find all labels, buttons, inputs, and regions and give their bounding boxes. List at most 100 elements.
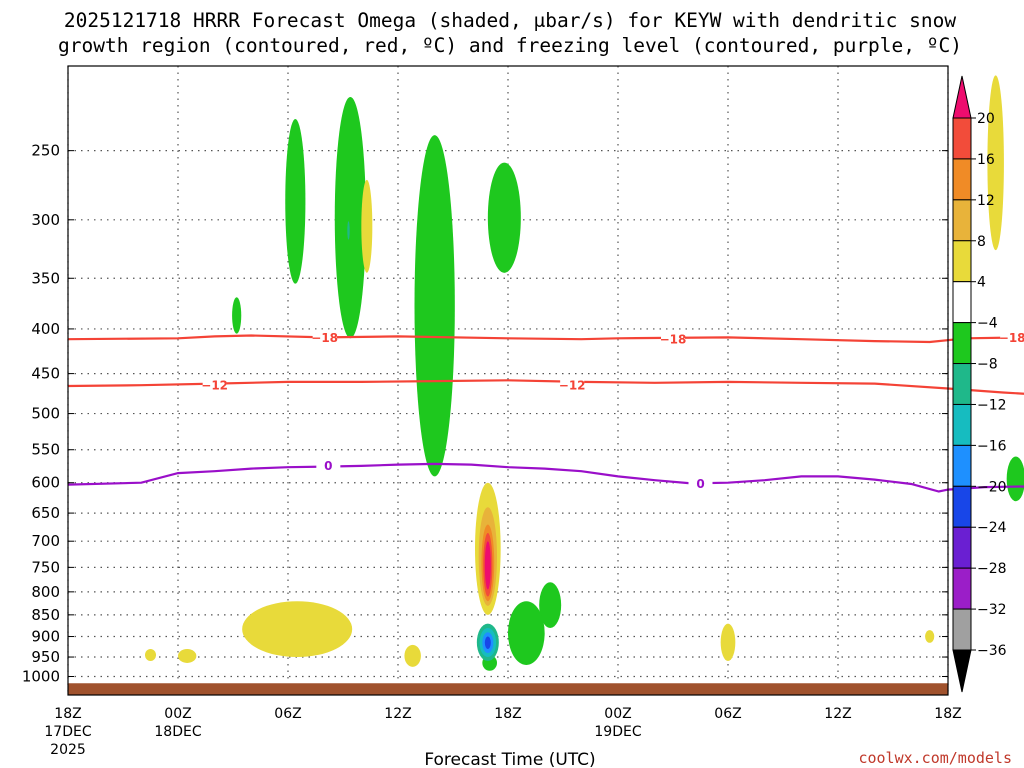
x-tick-label: 18Z bbox=[494, 706, 521, 722]
y-tick-label: 950 bbox=[31, 648, 60, 666]
colorbar-box bbox=[952, 526, 972, 569]
contour-line--12 bbox=[67, 379, 1024, 395]
x-tick-year-label: 2025 bbox=[50, 742, 86, 758]
omega-region bbox=[487, 162, 521, 273]
colorbar-label: −12 bbox=[977, 397, 1007, 413]
omega-shading bbox=[145, 75, 1024, 671]
omega-region bbox=[720, 623, 736, 662]
y-tick-label: 750 bbox=[31, 558, 60, 576]
colorbar-box bbox=[952, 608, 972, 651]
colorbar-label: 20 bbox=[977, 111, 995, 127]
y-tick-label: 1000 bbox=[22, 667, 60, 685]
contour-label-bg bbox=[1000, 329, 1024, 345]
contour-label: 0 bbox=[324, 459, 332, 473]
x-tick-label: 00Z bbox=[164, 706, 191, 722]
omega-region bbox=[1006, 456, 1024, 502]
colorbar-label: −4 bbox=[977, 316, 998, 332]
y-tick-label: 850 bbox=[31, 606, 60, 624]
contour-label-bg bbox=[560, 377, 585, 393]
x-axis-title: Forecast Time (UTC) bbox=[424, 750, 595, 768]
colorbar-label: −28 bbox=[977, 561, 1007, 577]
contour-label: −18 bbox=[660, 333, 687, 347]
x-tick-label: 18Z bbox=[54, 706, 81, 722]
x-tick-label: 06Z bbox=[714, 706, 741, 722]
contour-label-bg bbox=[661, 331, 685, 347]
omega-region bbox=[414, 135, 455, 477]
colorbar-label: −16 bbox=[977, 438, 1007, 454]
colorbar-box bbox=[952, 363, 972, 405]
omega-region bbox=[232, 297, 242, 334]
omega-region bbox=[484, 636, 491, 649]
y-tick-label: 700 bbox=[31, 532, 60, 550]
contour-label: −12 bbox=[559, 379, 586, 393]
y-tick-label: 400 bbox=[31, 320, 60, 338]
plot-frame bbox=[67, 65, 949, 696]
y-tick-label: 450 bbox=[31, 365, 60, 383]
x-tick-date-label: 17DEC bbox=[44, 724, 91, 740]
colorbar-box bbox=[952, 403, 972, 446]
y-tick-labels: 250 300 350 400 450 500 550 600 650 700 750 800 850 9… bbox=[22, 142, 60, 686]
x-tick-date-label: 19DEC bbox=[594, 724, 641, 740]
colorbar-label: 4 bbox=[977, 275, 986, 291]
y-tick-label: 350 bbox=[31, 269, 60, 287]
y-tick-label: 900 bbox=[31, 628, 60, 646]
omega-region bbox=[507, 601, 545, 665]
colorbar-box bbox=[952, 281, 972, 324]
colorbar-label: −32 bbox=[977, 602, 1007, 618]
colorbar-label: −36 bbox=[977, 643, 1007, 659]
colorbar-box bbox=[952, 444, 972, 487]
omega-region-inner bbox=[347, 221, 350, 240]
y-tick-label: 300 bbox=[31, 211, 60, 229]
chart-title-line-2: growth region (contoured, red, ºC) and f… bbox=[58, 34, 962, 57]
x-tick-label: 12Z bbox=[384, 706, 411, 722]
omega-region bbox=[145, 648, 156, 662]
y-tick-label: 250 bbox=[31, 142, 60, 160]
contour-label: −18 bbox=[311, 331, 338, 345]
colorbar-label: 16 bbox=[977, 152, 995, 168]
colorbar-label: 8 bbox=[977, 234, 986, 250]
x-tick-labels: 18Z 17DEC 2025 00Z 18DEC 06Z 12Z 18Z 00Z 19DEC 06Z… bbox=[44, 706, 961, 758]
axes bbox=[67, 65, 949, 696]
colorbar-min-triangle bbox=[952, 649, 972, 693]
colorbar-label: −8 bbox=[977, 357, 998, 373]
omega-region bbox=[178, 648, 197, 663]
contour-label-bg bbox=[202, 377, 227, 393]
temperature-contours: −18 −18 −18 −12 −12 −12 0 0 bbox=[67, 329, 1024, 493]
x-tick-label: 12Z bbox=[824, 706, 851, 722]
colorbar-label: 12 bbox=[977, 193, 995, 209]
omega-region bbox=[361, 179, 373, 273]
omega-region bbox=[539, 582, 562, 629]
y-tick-label: 800 bbox=[31, 583, 60, 601]
y-tick-label: 600 bbox=[31, 474, 60, 492]
colorbar-box bbox=[952, 199, 972, 242]
colorbar-box bbox=[952, 240, 972, 283]
omega-region bbox=[987, 75, 1004, 251]
omega-region bbox=[404, 644, 421, 667]
surface-terrain bbox=[68, 683, 948, 695]
y-tick-label: 550 bbox=[31, 441, 60, 459]
contour-label: −18 bbox=[999, 331, 1024, 345]
contour-line--18 bbox=[67, 334, 1024, 344]
omega-region bbox=[285, 119, 306, 284]
omega-region bbox=[484, 541, 491, 590]
x-tick-label: 00Z bbox=[604, 706, 631, 722]
chart-title-line-1: 2025121718 HRRR Forecast Omega (shaded, … bbox=[64, 9, 956, 32]
contour-label-bg bbox=[312, 329, 337, 345]
colorbar-box bbox=[952, 567, 972, 610]
contour-label: 0 bbox=[696, 477, 704, 491]
omega-region bbox=[242, 601, 353, 658]
x-tick-label: 06Z bbox=[274, 706, 301, 722]
y-tick-label: 650 bbox=[31, 504, 60, 522]
omega-region bbox=[925, 630, 935, 643]
colorbar-max-triangle bbox=[952, 75, 972, 119]
credit-text: coolwx.com/models bbox=[858, 749, 1012, 767]
colorbar-box bbox=[952, 158, 972, 201]
x-tick-label: 18Z bbox=[934, 706, 961, 722]
x-tick-date-label: 18DEC bbox=[154, 724, 201, 740]
colorbar-box bbox=[952, 485, 972, 528]
contour-label: −12 bbox=[201, 379, 228, 393]
colorbar-label: −24 bbox=[977, 520, 1007, 536]
y-tick-label: 500 bbox=[31, 405, 60, 423]
contour-label-bg bbox=[316, 457, 341, 473]
